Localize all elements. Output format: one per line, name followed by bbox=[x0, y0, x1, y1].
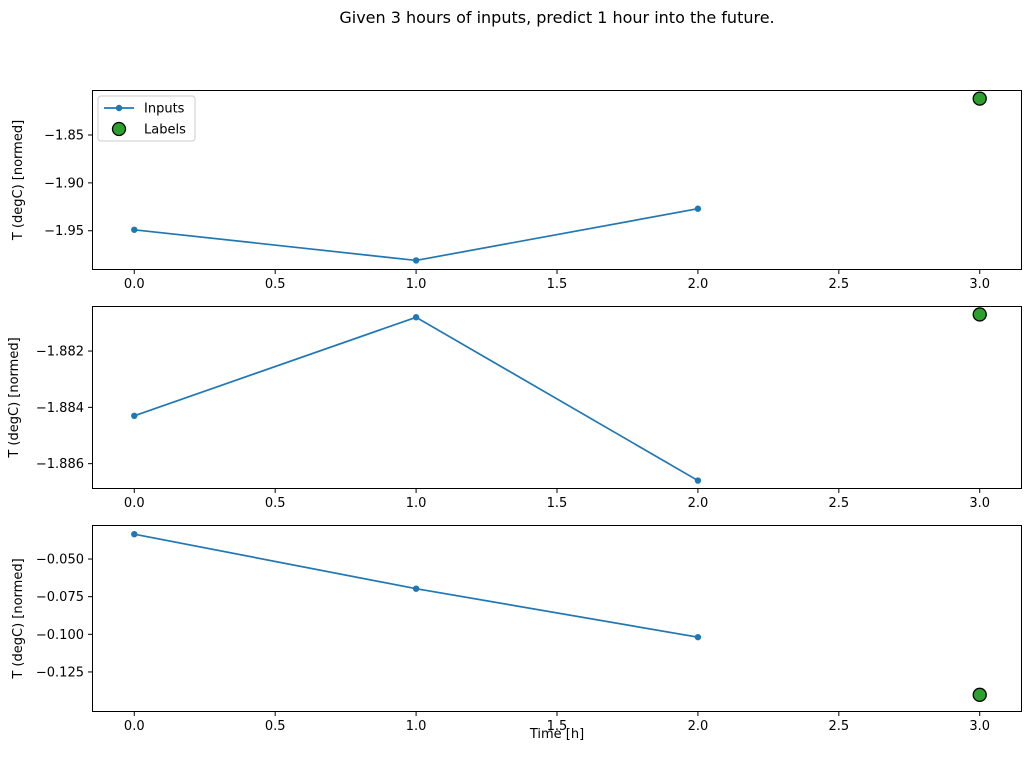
y-tick-label: −1.95 bbox=[44, 224, 84, 239]
y-tick-label: −1.884 bbox=[36, 401, 84, 416]
inputs-line bbox=[133, 207, 699, 262]
y-tick-label: −1.882 bbox=[36, 345, 84, 360]
y-tick-label: −0.050 bbox=[36, 553, 84, 568]
inputs-point bbox=[694, 205, 702, 212]
x-tick-label: 2.5 bbox=[828, 719, 849, 734]
x-tick-label: 0.0 bbox=[124, 496, 145, 511]
subplot-top: 0.0 0.5 1.0 1.5 2.0 2.5 3.0 −1.85 −1.90 −1.95 T (d… bbox=[11, 90, 1022, 292]
x-tick-label: 0.0 bbox=[124, 277, 145, 292]
x-tick-label: 2.5 bbox=[828, 277, 849, 292]
y-tick-label: −1.886 bbox=[36, 457, 84, 472]
x-tick-label: 3.0 bbox=[969, 719, 990, 734]
inputs-point bbox=[131, 412, 138, 419]
labels-point bbox=[972, 91, 987, 106]
x-tick-label: 1.5 bbox=[547, 719, 568, 734]
inputs-point bbox=[131, 530, 138, 538]
y-tick-label: −0.125 bbox=[36, 665, 84, 680]
axes-frame bbox=[92, 306, 1022, 489]
x-tick-label: 3.0 bbox=[969, 496, 990, 511]
legend-inputs-label: Inputs bbox=[144, 102, 185, 117]
x-axis-label: Time [h] bbox=[529, 727, 585, 742]
subplot-middle: 0.0 0.5 1.0 1.5 2.0 2.5 3.0 −1.882 −1.884 −1.886 T… bbox=[7, 306, 1022, 511]
x-tick-label: 1.0 bbox=[406, 496, 427, 511]
y-axis-label: T (degC) [normed] bbox=[11, 120, 26, 241]
x-tick-label: 1.5 bbox=[547, 496, 568, 511]
inputs-point bbox=[131, 226, 138, 233]
inputs-point bbox=[412, 585, 420, 592]
subplot-bottom: 0.0 0.5 1.0 1.5 2.0 2.5 3.0 −0.050 −0.075 −0.100 −… bbox=[11, 525, 1022, 734]
x-tick-label: 1.0 bbox=[406, 719, 427, 734]
inputs-point bbox=[694, 477, 702, 484]
inputs-point bbox=[412, 257, 420, 264]
y-tick-label: −1.85 bbox=[44, 129, 84, 144]
inputs-point bbox=[412, 314, 420, 321]
figure-title: Given 3 hours of inputs, predict 1 hour … bbox=[339, 8, 775, 27]
y-axis-label: T (degC) [normed] bbox=[11, 558, 26, 679]
legend-inputs-marker-icon bbox=[115, 104, 123, 112]
inputs-line bbox=[133, 316, 699, 482]
x-tick-label: 3.0 bbox=[969, 277, 990, 292]
x-tick-label: 0.0 bbox=[124, 719, 145, 734]
x-tick-label: 0.5 bbox=[265, 496, 286, 511]
x-tick-label: 2.5 bbox=[828, 496, 849, 511]
x-tick-label: 0.5 bbox=[265, 719, 286, 734]
x-tick-label: 2.0 bbox=[688, 277, 709, 292]
legend-labels-marker-icon bbox=[111, 121, 127, 137]
x-tick-label: 0.5 bbox=[265, 277, 286, 292]
x-tick-label: 2.0 bbox=[688, 496, 709, 511]
y-tick-label: −0.075 bbox=[36, 590, 84, 605]
y-axis-label: T (degC) [normed] bbox=[7, 337, 22, 458]
axes-frame bbox=[92, 90, 1022, 270]
inputs-point bbox=[694, 633, 702, 641]
x-tick-label: 2.0 bbox=[688, 719, 709, 734]
labels-point bbox=[972, 687, 987, 702]
x-tick-label: 1.5 bbox=[547, 277, 568, 292]
y-tick-label: −0.100 bbox=[36, 628, 84, 643]
y-tick-label: −1.90 bbox=[44, 176, 84, 191]
legend-labels-label: Labels bbox=[144, 123, 186, 138]
labels-point bbox=[972, 307, 987, 322]
axes-frame bbox=[92, 525, 1022, 712]
x-tick-label: 1.0 bbox=[406, 277, 427, 292]
